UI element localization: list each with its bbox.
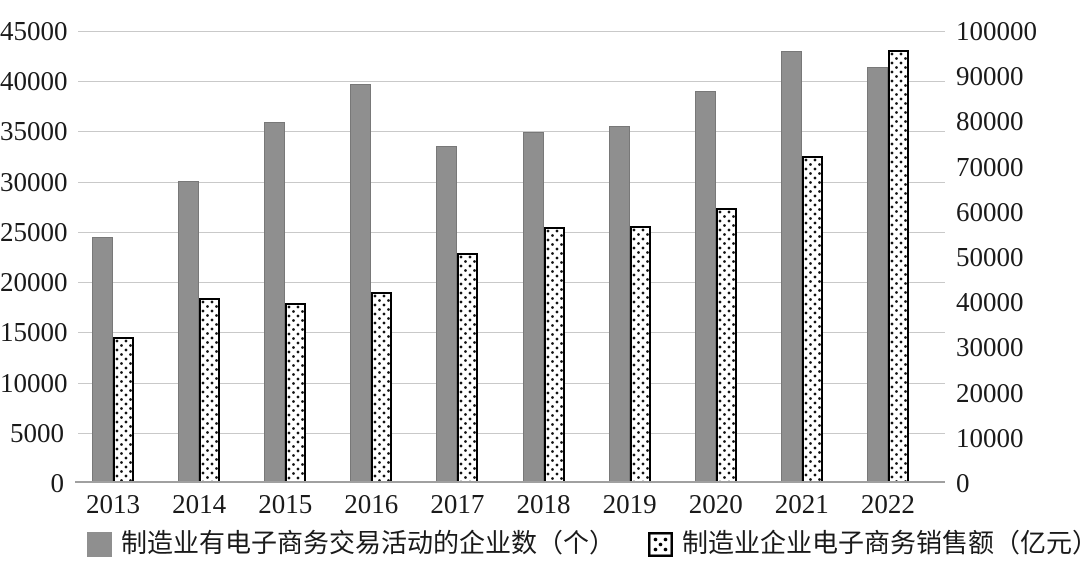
gridline bbox=[78, 231, 945, 233]
x-axis-label-2021: 2021 bbox=[774, 489, 829, 519]
bar-ecommerce-sales-2018 bbox=[543, 227, 565, 481]
x-axis-label-2018: 2018 bbox=[516, 489, 571, 519]
bar-enterprise-count-2013 bbox=[92, 237, 113, 481]
left-axis-tick-label: 45000 bbox=[0, 16, 68, 46]
right-axis-tick-label: 70000 bbox=[956, 151, 1024, 182]
left-axis-tick-label: 5000 bbox=[10, 417, 64, 448]
bar-ecommerce-sales-2017 bbox=[457, 253, 479, 481]
right-axis-tick-label: 60000 bbox=[956, 196, 1024, 227]
bar-ecommerce-sales-2016 bbox=[371, 292, 393, 481]
bar-enterprise-count-2018 bbox=[522, 132, 544, 481]
left-axis-tick-label: 30000 bbox=[0, 166, 68, 197]
x-axis-label-2020: 2020 bbox=[688, 489, 743, 519]
x-axis-label-2019: 2019 bbox=[602, 489, 657, 519]
gray-bar-swatch-icon bbox=[87, 531, 112, 557]
bar-enterprise-count-2015 bbox=[264, 122, 286, 481]
x-axis-label-2017: 2017 bbox=[430, 489, 485, 519]
bar-enterprise-count-2019 bbox=[608, 126, 630, 481]
bar-enterprise-count-2014 bbox=[178, 181, 200, 481]
gridline bbox=[78, 432, 945, 434]
bar-enterprise-count-2022 bbox=[866, 67, 888, 481]
gridline bbox=[78, 382, 945, 384]
left-axis-tick-label: 25000 bbox=[0, 216, 68, 247]
left-axis-tick-label: 40000 bbox=[0, 66, 68, 97]
gridline bbox=[78, 131, 945, 133]
gridline bbox=[78, 31, 945, 32]
x-axis-label-2013: 2013 bbox=[86, 489, 140, 519]
right-axis-tick-label: 50000 bbox=[956, 242, 1024, 272]
legend-label-ecommerce-sales: 制造业企业电子商务销售额（亿元） bbox=[682, 529, 1080, 558]
gridline bbox=[78, 181, 945, 183]
right-axis-tick-label: 20000 bbox=[956, 377, 1024, 408]
bar-ecommerce-sales-2021 bbox=[801, 156, 823, 481]
left-axis-tick-label: 15000 bbox=[0, 317, 68, 348]
right-axis-tick-label: 0 bbox=[956, 468, 970, 498]
left-axis-tick-label: 10000 bbox=[0, 367, 68, 398]
right-axis-tick-label: 90000 bbox=[956, 61, 1024, 92]
right-axis-tick-label: 30000 bbox=[956, 332, 1024, 363]
gridline bbox=[78, 332, 945, 334]
bar-ecommerce-sales-2019 bbox=[629, 226, 651, 481]
legend-label-enterprise-count: 制造业有电子商务交易活动的企业数（个） bbox=[121, 529, 616, 558]
left-axis-tick-label: 35000 bbox=[0, 116, 68, 147]
gridline bbox=[78, 81, 945, 83]
plot-area bbox=[75, 31, 945, 483]
legend: 制造业有电子商务交易活动的企业数（个） 制造业企业电子商务销售额（亿元） bbox=[0, 529, 1080, 561]
bar-enterprise-count-2017 bbox=[436, 146, 458, 481]
left-axis-tick-label: 20000 bbox=[0, 267, 68, 298]
legend-item-ecommerce-sales: 制造业企业电子商务销售额（亿元） bbox=[648, 529, 1080, 559]
bar-ecommerce-sales-2014 bbox=[199, 298, 221, 481]
x-axis-label-2022: 2022 bbox=[860, 489, 915, 519]
dotted-bar-swatch-icon bbox=[648, 531, 673, 557]
bar-ecommerce-sales-2022 bbox=[887, 50, 909, 481]
bar-enterprise-count-2021 bbox=[780, 51, 802, 481]
right-axis-tick-label: 40000 bbox=[956, 287, 1024, 318]
bar-ecommerce-sales-2020 bbox=[715, 208, 737, 481]
bar-ecommerce-sales-2015 bbox=[285, 303, 307, 481]
right-axis-tick-label: 10000 bbox=[956, 422, 1024, 453]
x-axis-label-2016: 2016 bbox=[344, 489, 399, 519]
bar-ecommerce-sales-2013 bbox=[113, 337, 134, 481]
left-axis-tick-label: 0 bbox=[50, 468, 65, 498]
x-axis-label-2014: 2014 bbox=[172, 489, 227, 519]
bar-enterprise-count-2016 bbox=[350, 84, 372, 481]
gridline bbox=[78, 282, 945, 284]
bar-enterprise-count-2020 bbox=[694, 91, 716, 481]
right-axis-tick-label: 80000 bbox=[956, 106, 1024, 137]
legend-item-enterprise-count: 制造业有电子商务交易活动的企业数（个） bbox=[87, 529, 615, 559]
x-axis-label-2015: 2015 bbox=[258, 489, 313, 519]
right-axis-tick-label: 100000 bbox=[956, 16, 1037, 46]
